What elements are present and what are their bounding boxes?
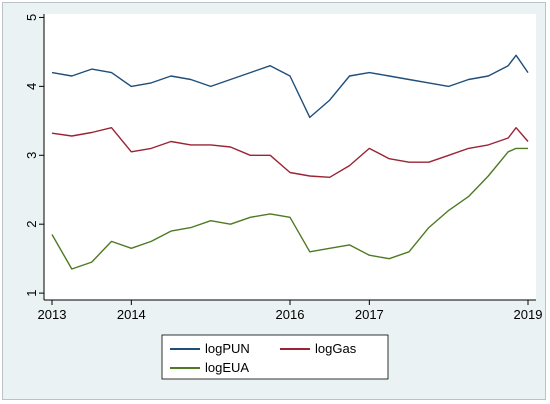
series-line-logeua	[51, 147, 528, 270]
y-tick-label: 3	[24, 152, 39, 159]
series-lines	[51, 54, 529, 270]
legend: logPUN logGas logEUA	[161, 334, 389, 380]
x-tick-label: 2017	[355, 307, 384, 322]
legend-box	[161, 334, 389, 380]
legend-label-logeua: logEUA	[205, 360, 249, 375]
plot-area	[44, 14, 536, 300]
series-line-logpun	[51, 54, 529, 119]
x-tick-label: 2019	[514, 307, 543, 322]
y-tick-label: 2	[24, 221, 39, 228]
y-ticks: 1 2 3 4 5	[24, 14, 44, 297]
x-ticks: 2013 2014 2016 2017 2019	[38, 300, 543, 322]
y-tick-label: 5	[24, 14, 39, 21]
y-tick-label: 1	[24, 289, 39, 296]
x-tick-label: 2014	[117, 307, 146, 322]
x-tick-label: 2013	[38, 307, 67, 322]
y-tick-label: 4	[24, 83, 39, 90]
legend-label-logpun: logPUN	[205, 341, 250, 356]
legend-label-loggas: logGas	[315, 341, 357, 356]
series-line-loggas	[51, 126, 529, 179]
x-tick-label: 2016	[276, 307, 305, 322]
